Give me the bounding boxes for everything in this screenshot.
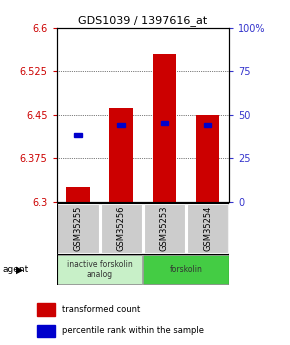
Bar	[66, 187, 90, 202]
Bar	[204, 123, 211, 127]
Text: transformed count: transformed count	[62, 305, 140, 314]
Text: ▶: ▶	[16, 265, 23, 275]
Text: GSM35255: GSM35255	[74, 205, 83, 251]
Bar	[74, 133, 82, 137]
Text: GSM35256: GSM35256	[117, 205, 126, 251]
Bar	[57, 255, 142, 284]
Bar	[143, 255, 229, 284]
Bar	[57, 204, 99, 253]
Text: forskolin: forskolin	[170, 265, 202, 274]
Bar	[144, 204, 185, 253]
Bar	[37, 304, 55, 316]
Text: GSM35254: GSM35254	[203, 205, 212, 251]
Bar	[37, 325, 55, 337]
Bar	[187, 204, 228, 253]
Bar	[117, 123, 125, 127]
Text: GSM35253: GSM35253	[160, 205, 169, 251]
Bar	[153, 54, 176, 202]
Text: inactive forskolin
analog: inactive forskolin analog	[67, 260, 133, 279]
Bar	[101, 204, 142, 253]
Bar	[109, 108, 133, 202]
Text: agent: agent	[3, 265, 29, 274]
Text: percentile rank within the sample: percentile rank within the sample	[62, 326, 204, 335]
Title: GDS1039 / 1397616_at: GDS1039 / 1397616_at	[78, 16, 207, 26]
Bar	[196, 115, 220, 202]
Bar	[160, 121, 168, 125]
